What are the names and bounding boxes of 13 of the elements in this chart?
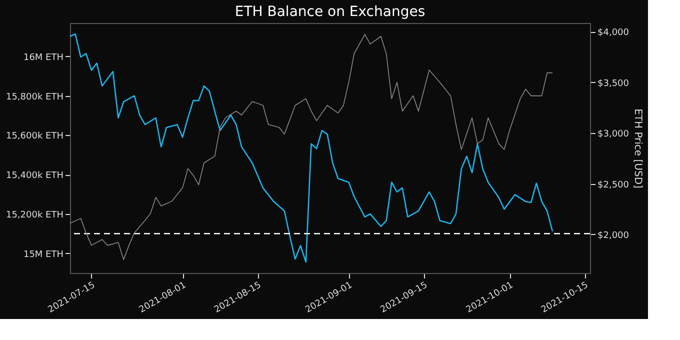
y2-tick-label: $3,000: [598, 130, 630, 140]
y2-tick-label: $4,000: [598, 28, 630, 38]
y-tick-label: 15,200k ETH: [6, 210, 64, 220]
chart-title: ETH Balance on Exchanges: [234, 4, 426, 20]
y2-tick-label: $2,000: [598, 230, 630, 241]
y-tick-label: 15,400k ETH: [6, 171, 64, 182]
y2-tick-label: $3,500: [598, 78, 630, 89]
y-tick-label: 16M ETH: [23, 52, 64, 63]
y-tick-label: 15M ETH: [23, 250, 64, 260]
y-tick-label: 15,600k ETH: [6, 132, 64, 142]
y2-axis-title: ETH Price [USD]: [632, 108, 643, 189]
y2-tick-label: $2,500: [598, 180, 630, 190]
y-tick-label: 15,800k ETH: [6, 92, 64, 102]
